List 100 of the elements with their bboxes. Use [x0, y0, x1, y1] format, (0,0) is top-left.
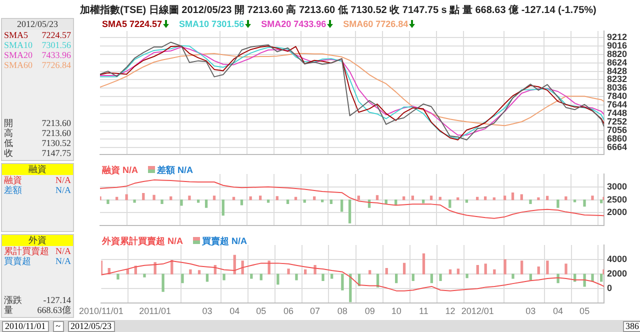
bar	[180, 199, 183, 206]
bar	[412, 274, 414, 281]
y-tick-label: 8820	[607, 48, 628, 59]
bar	[152, 194, 156, 200]
text: 買賣超 N/A	[4, 256, 71, 266]
bar	[520, 260, 524, 274]
y-tick-label: 4000	[607, 254, 628, 264]
bar	[304, 269, 307, 274]
text: SMA5 7224.57	[102, 19, 164, 29]
bar	[181, 274, 184, 284]
y-tick-label: 9016	[607, 40, 628, 50]
legend-label: 差額 N/A	[156, 164, 193, 177]
y-tick-label: 7056	[607, 125, 628, 136]
bar	[385, 268, 388, 274]
bar	[133, 199, 136, 203]
bar	[357, 196, 360, 200]
series-label: SMA10 7301.56	[179, 19, 246, 29]
bar	[212, 196, 216, 200]
bar	[160, 199, 164, 204]
y-tick-label: 8036	[607, 82, 628, 93]
bar	[537, 266, 540, 274]
bar	[537, 197, 540, 200]
y-tick-label: 3000	[607, 181, 628, 192]
bar	[493, 269, 496, 274]
text: 量 668.63億	[4, 305, 71, 315]
y-tick-label: 7448	[607, 108, 628, 118]
x-tick-label: 2010/11/01	[78, 306, 124, 316]
bar	[430, 196, 433, 200]
bar	[583, 274, 586, 287]
bar	[456, 268, 460, 274]
bar	[368, 270, 372, 274]
text: ~	[52, 320, 64, 332]
bar	[258, 196, 262, 200]
bar	[286, 199, 290, 204]
bar	[466, 274, 468, 278]
y-tick-label: 7644	[607, 100, 628, 110]
y-tick-label: 8624	[607, 57, 628, 68]
bar	[529, 199, 532, 204]
y-tick-label: 2000	[607, 268, 628, 279]
x-tick-label: 2011/01	[139, 306, 172, 316]
text: 高 7213.60	[4, 128, 71, 138]
text: 2010/11/01	[2, 320, 49, 332]
x-tick-label: 08	[337, 306, 348, 316]
bar	[439, 274, 442, 281]
x-tick-label: 05	[580, 306, 590, 316]
bar	[241, 260, 244, 274]
x-tick-label: 09	[364, 306, 375, 316]
bar	[411, 196, 414, 200]
series-label: 融資 N/A	[102, 164, 138, 177]
bar	[162, 274, 164, 292]
text: 差額 N/A	[4, 185, 71, 195]
bar	[430, 274, 434, 284]
bar	[322, 274, 324, 281]
text: 漲跌 -127.14	[4, 295, 71, 305]
x-tick-label: 10	[391, 306, 402, 316]
text: 融資	[2, 164, 73, 175]
bar	[260, 274, 262, 280]
text: SMA60 7726.84	[343, 19, 410, 29]
text: SMA60 7726.84	[4, 60, 71, 70]
text: 外資	[2, 235, 73, 246]
text: 融資 N/A	[4, 175, 71, 185]
bar	[143, 274, 146, 278]
text: 低 7130.52	[4, 138, 71, 148]
bar	[116, 274, 120, 280]
y-tick-label: 0	[607, 283, 612, 294]
x-tick-label: 12	[445, 306, 456, 316]
bar	[484, 264, 487, 274]
bar	[422, 253, 426, 274]
bar	[188, 196, 191, 200]
text: 386	[622, 320, 640, 332]
bar	[330, 199, 333, 204]
bar	[395, 274, 398, 284]
bar	[448, 269, 452, 274]
text: 累計買賣超 N/A	[4, 246, 71, 256]
bar	[330, 274, 334, 279]
y-tick-label: 8428	[607, 66, 628, 76]
text: SMA20 7433.96	[261, 19, 328, 29]
series-label: 外資累計買賣超 N/A	[102, 235, 183, 248]
x-tick-label: 06	[284, 306, 294, 316]
bar	[556, 199, 560, 208]
bar	[189, 269, 192, 274]
chart-title: 加權指數(TSE) 日線圖 2012/05/23 開 7213.60 高 7213.60 低 7130.52 收 7147.75 s 點 量 668.63 億 -127.14 (-1.75%)	[80, 3, 596, 17]
bar	[503, 196, 506, 200]
y-tick-label: 2500	[607, 194, 628, 204]
bar	[222, 274, 226, 280]
bar	[287, 268, 290, 274]
bar	[240, 199, 244, 206]
x-tick-label: 11	[419, 306, 428, 316]
bar	[583, 199, 586, 207]
text: 收 7147.75	[4, 148, 71, 158]
bar	[198, 270, 201, 274]
text: 2012/05/23	[2, 19, 73, 30]
bar	[564, 264, 568, 274]
bar	[504, 259, 506, 274]
bar	[402, 262, 406, 274]
x-tick-label: 04	[230, 306, 240, 316]
bar	[222, 199, 224, 216]
bar	[106, 199, 110, 204]
bar	[376, 195, 379, 200]
x-tick-label: 04	[553, 306, 564, 316]
